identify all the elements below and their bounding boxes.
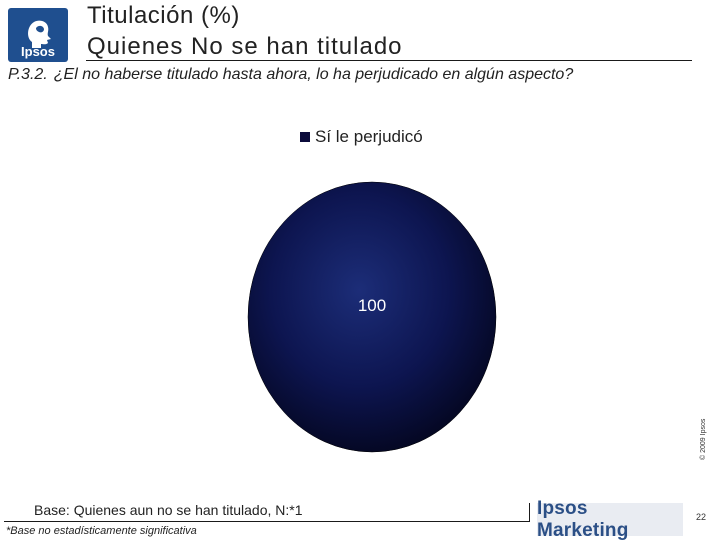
pie-slice <box>247 181 497 453</box>
title-suffix: (%) <box>201 2 240 29</box>
footnote: *Base no estadísticamente significativa <box>6 525 197 537</box>
title-divider <box>86 60 692 61</box>
pie-data-label: 100 <box>358 296 386 315</box>
logo-text: Ipsos <box>21 44 55 59</box>
footer-divider <box>4 521 530 522</box>
question: P.3.2. ¿El no haberse titulado hasta ahor… <box>8 66 573 84</box>
base-note: Base: Quienes aun no se han titulado, N:… <box>34 502 303 518</box>
question-code: P.3.2. <box>8 66 48 83</box>
page-subtitle: Quienes No se han titulado <box>87 33 403 60</box>
chart-legend: Sí le perjudicó <box>300 127 423 147</box>
page-title: Titulación (%) <box>87 2 240 30</box>
legend-swatch <box>300 132 310 142</box>
footer-divider-tick <box>529 503 530 521</box>
head-silhouette-icon <box>28 20 51 48</box>
question-text: ¿El no haberse titulado hasta ahora, lo … <box>53 66 574 83</box>
ipsos-logo: Ipsos <box>8 8 68 62</box>
brand-text: Ipsos Marketing <box>537 497 629 541</box>
copyright-text: © 2009 Ipsos <box>700 418 707 460</box>
page-number: 22 <box>696 512 707 522</box>
title-main: Titulación <box>87 2 194 29</box>
brand-logo: Ipsos Marketing <box>537 498 683 541</box>
legend-label: Sí le perjudicó <box>315 127 423 146</box>
